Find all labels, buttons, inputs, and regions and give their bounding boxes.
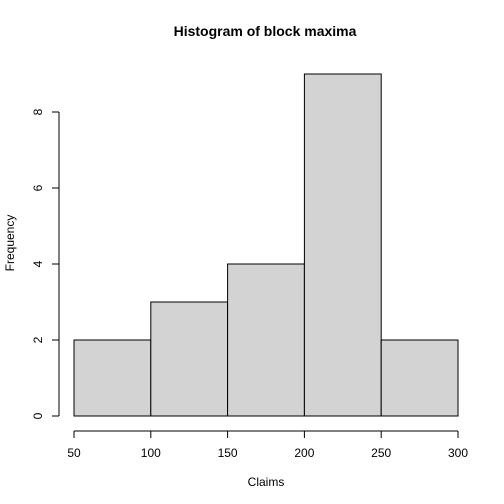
y-tick-label: 2 — [31, 336, 45, 343]
x-tick-label: 300 — [448, 446, 468, 460]
x-tick-label: 150 — [218, 446, 238, 460]
x-tick-label: 200 — [294, 446, 314, 460]
y-tick-label: 8 — [31, 108, 45, 115]
y-axis: 0 2 4 6 8 — [31, 108, 60, 419]
bar-100-150 — [150, 301, 229, 417]
bar-200-250 — [303, 73, 382, 417]
y-tick-label: 6 — [31, 184, 45, 191]
x-tick-label: 100 — [141, 446, 161, 460]
chart-title: Histogram of block maxima — [174, 23, 357, 39]
y-tick-label: 4 — [31, 260, 45, 267]
bar-50-100 — [73, 339, 152, 417]
bar-150-200 — [227, 263, 305, 417]
y-axis-label: Frequency — [3, 215, 17, 272]
x-axis-label: Claims — [248, 475, 285, 489]
x-tick-label: 50 — [67, 446, 81, 460]
x-tick-label: 250 — [371, 446, 391, 460]
x-axis: 50 100 150 200 250 300 — [67, 430, 468, 460]
bars-group — [73, 73, 459, 417]
bar-250-300 — [380, 339, 459, 417]
y-tick-label: 0 — [31, 412, 45, 419]
